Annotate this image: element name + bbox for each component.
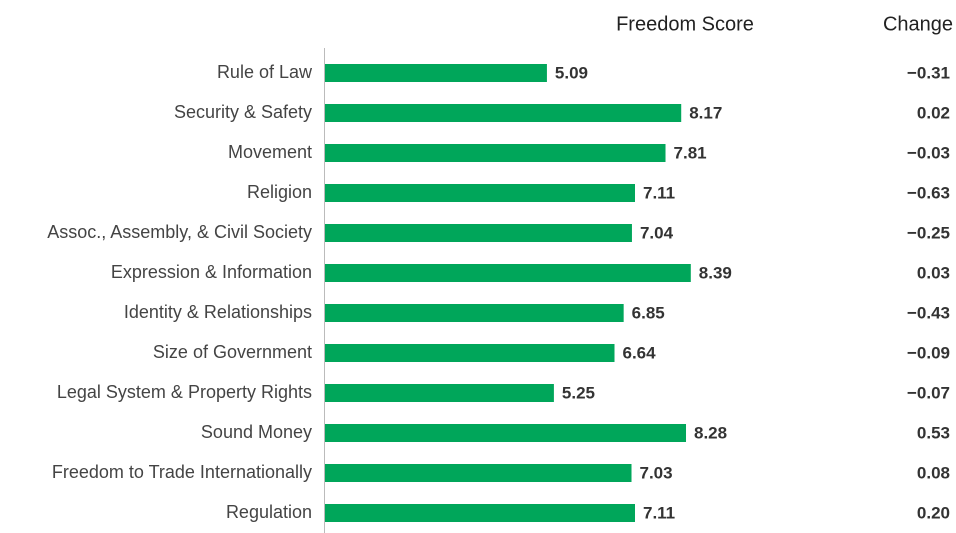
change-value: −0.31 [907,63,950,82]
category-label: Size of Government [153,342,312,362]
change-value: −0.43 [907,303,950,322]
category-label: Religion [247,182,312,202]
bar [325,224,632,242]
change-value: 0.08 [917,463,950,482]
value-label: 6.64 [623,343,657,362]
value-label: 5.09 [555,63,588,82]
category-label: Movement [228,142,312,162]
bar [325,144,666,162]
value-label: 5.25 [562,383,595,402]
change-value: −0.09 [907,343,950,362]
bar [325,504,635,522]
change-value: −0.07 [907,383,950,402]
category-label: Freedom to Trade Internationally [52,462,312,482]
value-label: 7.11 [643,183,675,202]
change-value: −0.25 [907,223,950,242]
value-label: 6.85 [632,303,665,322]
bar [325,464,632,482]
value-label: 7.03 [640,463,673,482]
category-label: Assoc., Assembly, & Civil Society [47,222,312,242]
value-label: 7.11 [643,503,675,522]
change-value: 0.53 [917,423,950,442]
category-label: Regulation [226,502,312,522]
score-header: Freedom Score [616,13,754,35]
value-label: 7.81 [674,143,707,162]
bar [325,384,554,402]
change-value: 0.03 [917,263,950,282]
value-label: 7.04 [640,223,674,242]
category-label: Expression & Information [111,262,312,282]
value-label: 8.28 [694,423,727,442]
bar [325,184,635,202]
bar [325,304,624,322]
change-value: 0.02 [917,103,950,122]
value-label: 8.39 [699,263,732,282]
change-value: −0.03 [907,143,950,162]
category-label: Security & Safety [174,102,312,122]
category-label: Identity & Relationships [124,302,312,322]
category-label: Legal System & Property Rights [57,382,312,402]
bar [325,64,547,82]
change-value: 0.20 [917,503,950,522]
bar [325,104,682,122]
category-label: Rule of Law [217,62,313,82]
category-label: Sound Money [201,422,312,442]
bar [325,264,691,282]
change-header: Change [883,13,953,35]
change-value: −0.63 [907,183,950,202]
value-label: 8.17 [689,103,722,122]
bar [325,344,615,362]
bar [325,424,687,442]
